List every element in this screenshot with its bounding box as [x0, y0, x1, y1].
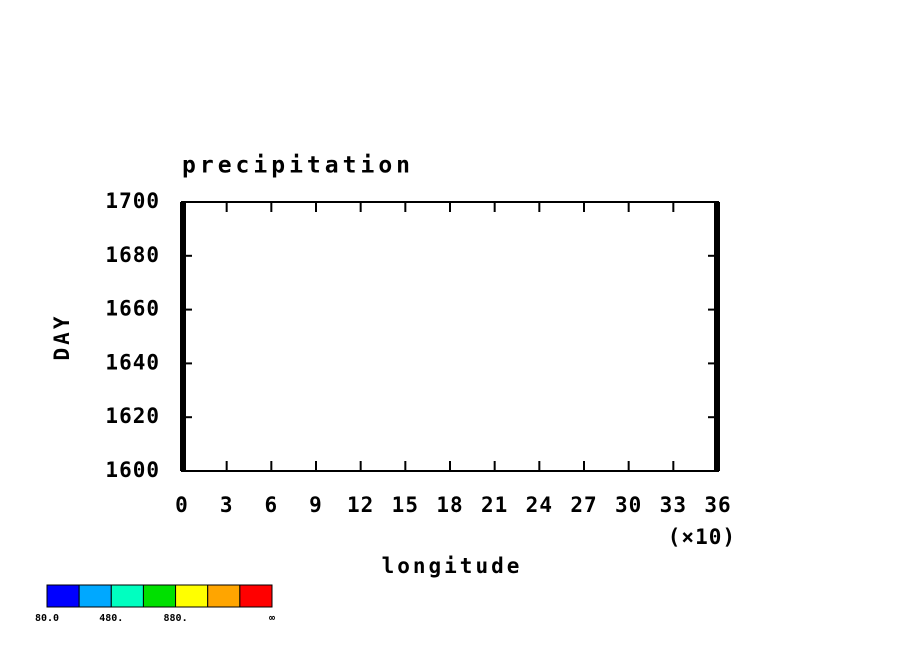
- y-tick-label: 1620: [105, 404, 160, 428]
- x-tick-label: 27: [570, 493, 597, 517]
- colorbar-label: 880.: [164, 613, 188, 624]
- colorbar-label: 80.0: [35, 613, 59, 624]
- colorbar-box: [175, 584, 209, 608]
- colorbar-box: [46, 584, 80, 608]
- chart-title: precipitation: [182, 153, 414, 179]
- colorbar-label: ∞: [269, 613, 275, 624]
- x-tick-label: 9: [309, 493, 323, 517]
- x-tick-label: 24: [526, 493, 553, 517]
- x-tick-label: 3: [220, 493, 234, 517]
- y-tick-label: 1660: [105, 297, 160, 321]
- x-scale-label: (×10): [668, 525, 736, 549]
- x-tick-label: 21: [481, 493, 508, 517]
- colorbar-label: 480.: [99, 613, 123, 624]
- x-tick-label: 36: [704, 493, 731, 517]
- colorbar-box: [239, 584, 273, 608]
- x-tick-label: 18: [436, 493, 463, 517]
- colorbar-box: [207, 584, 241, 608]
- x-tick-label: 6: [265, 493, 279, 517]
- x-tick-label: 15: [392, 493, 419, 517]
- frame-edge: [714, 202, 720, 471]
- frame-edge: [180, 202, 186, 471]
- y-tick-label: 1640: [105, 350, 160, 374]
- colorbar-box: [110, 584, 144, 608]
- colorbar-box: [142, 584, 177, 608]
- colorbar-box: [78, 584, 112, 608]
- y-tick-label: 1700: [105, 189, 160, 213]
- y-tick-label: 1680: [105, 243, 160, 267]
- y-axis-label: DAY: [50, 314, 74, 361]
- x-tick-label: 33: [660, 493, 687, 517]
- plot-frame: [181, 201, 719, 472]
- y-tick-label: 1600: [105, 458, 160, 482]
- x-axis-label: longitude: [382, 554, 523, 578]
- x-tick-label: 0: [175, 493, 189, 517]
- x-tick-label: 30: [615, 493, 642, 517]
- x-tick-label: 12: [347, 493, 374, 517]
